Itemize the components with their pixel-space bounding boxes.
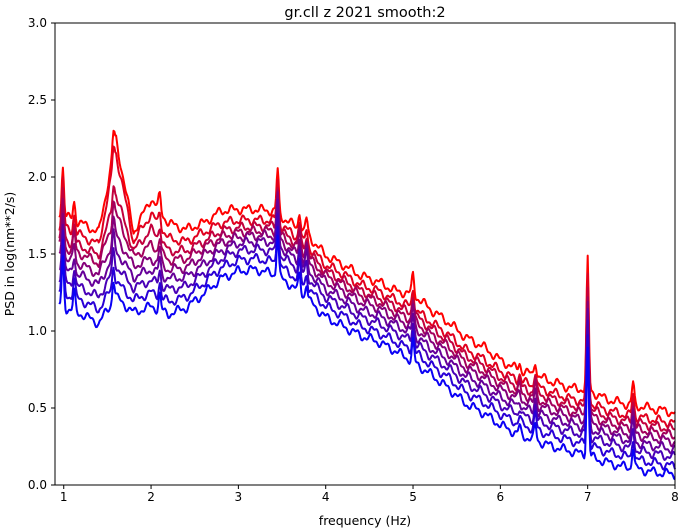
series-line — [58, 189, 676, 440]
x-axis: 1 2 3 4 5 6 7 8 — [60, 485, 679, 504]
series-line — [58, 198, 676, 455]
x-tick-label: 7 — [584, 490, 592, 504]
chart-title: gr.cll z 2021 smooth:2 — [284, 5, 445, 21]
y-axis: 0.0 0.5 1.0 1.5 2.0 2.5 3.0 — [28, 16, 55, 492]
y-tick-label: 0.0 — [28, 478, 47, 492]
series-line — [58, 129, 676, 418]
x-tick-label: 5 — [409, 490, 417, 504]
y-tick-label: 1.5 — [28, 247, 47, 261]
y-tick-label: 2.0 — [28, 170, 47, 184]
y-axis-label: PSD in log(nm**2/s) — [2, 192, 17, 317]
series-line — [58, 212, 676, 461]
x-tick-label: 8 — [671, 490, 679, 504]
x-tick-label: 1 — [60, 490, 68, 504]
x-tick-label: 2 — [147, 490, 155, 504]
y-tick-label: 2.5 — [28, 93, 47, 107]
x-tick-label: 3 — [235, 490, 243, 504]
x-tick-label: 4 — [322, 490, 330, 504]
x-tick-label: 6 — [497, 490, 505, 504]
y-tick-label: 1.0 — [28, 324, 47, 338]
y-tick-label: 0.5 — [28, 401, 47, 415]
x-axis-label: frequency (Hz) — [319, 513, 411, 528]
axes-frame — [54, 22, 676, 486]
y-tick-label: 3.0 — [28, 16, 47, 30]
plot-area — [58, 129, 676, 481]
series-line — [58, 145, 676, 428]
series-line — [58, 234, 676, 481]
series-line — [58, 191, 676, 448]
series-line — [58, 225, 676, 471]
